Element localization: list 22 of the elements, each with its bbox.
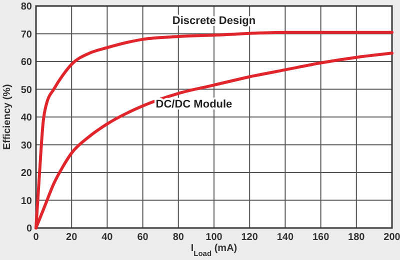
x-tick-label: 40 bbox=[102, 232, 114, 243]
x-tick-label: 60 bbox=[137, 232, 149, 243]
x-tick-label: 140 bbox=[276, 232, 294, 243]
y-axis-title: Efficiency (%) bbox=[2, 84, 13, 150]
y-tick-label: 10 bbox=[20, 196, 32, 207]
x-tick-label: 100 bbox=[206, 232, 223, 243]
y-tick-label: 80 bbox=[20, 2, 32, 12]
x-tick-label: 0 bbox=[33, 232, 40, 243]
y-tick-label: 0 bbox=[26, 224, 32, 234]
y-tick-label: 60 bbox=[20, 57, 32, 68]
y-tick-label: 40 bbox=[20, 112, 32, 124]
x-tick-label: 120 bbox=[241, 232, 258, 243]
x-tick-label: 180 bbox=[348, 232, 366, 243]
y-tick-label: 20 bbox=[20, 168, 32, 179]
y-tick-label: 70 bbox=[20, 29, 32, 40]
y-tick-label: 30 bbox=[20, 140, 32, 152]
x-tick-label: 160 bbox=[312, 232, 330, 243]
x-tick-label: 80 bbox=[172, 232, 184, 243]
x-tick-label: 200 bbox=[384, 232, 400, 243]
y-tick-label: 50 bbox=[20, 84, 32, 96]
x-axis-title: I$_{Load}$ (mA) bbox=[190, 243, 238, 258]
x-tick-label: 20 bbox=[66, 232, 78, 243]
